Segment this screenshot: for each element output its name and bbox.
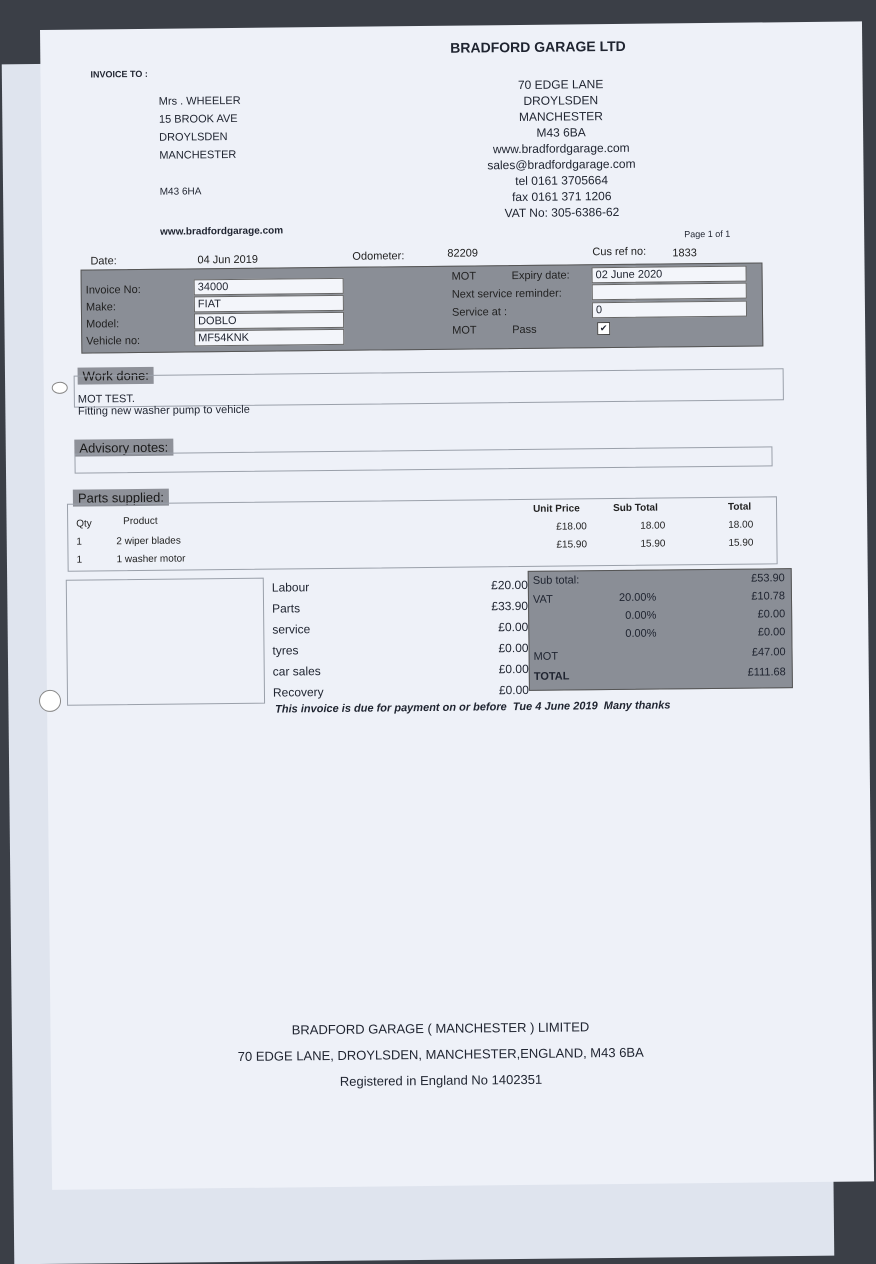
part-subtotal: 15.90 [640,538,666,550]
vehicle-no-field: MF54KNK [194,328,345,347]
rate-3: 0.00% [625,627,657,640]
customer-name: Mrs . WHEELER [158,94,241,108]
charge-label: car sales [272,664,321,679]
odometer-label: Odometer: [352,250,405,263]
mot-label: MOT [451,270,477,283]
pass-label: Pass [512,323,537,337]
charge-row: car sales £0.00 [273,659,529,683]
punch-hole [51,381,68,394]
date-value: 04 Jun 2019 [197,253,259,267]
part-product: 2 wiper blades [116,535,181,548]
part-product: 1 washer motor [116,553,186,566]
unit-price-header: Unit Price [532,503,580,515]
qty-header: Qty [76,518,92,530]
make-label: Make: [85,301,116,314]
punch-hole [38,689,62,713]
customer-line: 15 BROOK AVE [158,112,238,126]
mot-result-label: MOT [452,324,477,337]
charge-label: Parts [271,601,301,616]
total-label: TOTAL [533,670,570,683]
page-number: Page 1 of 1 [684,228,731,240]
rate-2-value: £0.00 [757,608,786,621]
expiry-field: 02 June 2020 [591,265,747,284]
work-line: Fitting new washer pump to vehicle [77,403,250,418]
invoice-no-field: 34000 [193,277,344,296]
charges-list: Labour £20.00 Parts £33.90 service £0.00 ty… [272,575,529,704]
charge-label: Recovery [272,685,324,700]
rate-3-value: £0.00 [757,626,786,639]
vat-value: £10.78 [751,590,786,603]
mot-fee-value: £47.00 [751,646,786,659]
service-at-field: 0 [591,300,748,319]
footer-registration: Registered in England No 1402351 [339,1071,543,1089]
mot-fee-label: MOT [533,650,559,663]
customer-line: DROYLSDEN [159,131,228,144]
charge-label: service [272,622,311,637]
make-field: FIAT [193,294,344,313]
vehicle-panel: Invoice No: 34000 Make: FIAT Model: DOBL… [80,262,764,354]
pass-checkbox[interactable]: ✔ [597,322,611,336]
cusref-label: Cus ref no: [592,245,647,259]
charge-row: service £0.00 [272,617,528,641]
expiry-label: Expiry date: [511,269,570,283]
total-header: Total [727,501,752,513]
charge-row: Parts £33.90 [272,596,528,620]
subtotal-header: Sub Total [612,502,658,515]
model-label: Model: [86,318,120,331]
company-email: sales@bradfordgarage.com [487,156,636,173]
invoice-to-label: INVOICE TO : [90,68,148,80]
invoice-no-label: Invoice No: [85,283,141,297]
odometer-value: 82209 [447,247,479,260]
work-done-text: MOT TEST. Fitting new washer pump to veh… [78,392,250,418]
cusref-value: 1833 [672,247,697,260]
totals-panel: Sub total: £53.90 VAT 20.00% £10.78 0.00… [527,568,793,691]
total-value: £111.68 [747,666,786,679]
charge-row: tyres £0.00 [272,638,528,662]
notes-box [65,577,266,706]
footer: BRADFORD GARAGE ( MANCHESTER ) LIMITED 7… [200,1013,681,1096]
company-vat: VAT No: 305-6386-62 [504,204,620,221]
advisory-box [74,446,773,474]
part-qty: 1 [76,554,83,566]
part-qty: 1 [76,536,82,548]
charge-value: £0.00 [498,661,529,677]
part-unit-price: £18.00 [556,521,587,533]
charge-value: £0.00 [498,640,529,656]
next-service-field [591,282,747,301]
vehicle-no-label: Vehicle no: [86,334,141,348]
model-field: DOBLO [193,311,345,330]
charge-row: Recovery £0.00 [273,680,529,704]
charge-label: tyres [272,643,299,658]
charge-label: Labour [271,580,310,595]
footer-address: 70 EDGE LANE, DROYLSDEN, MANCHESTER,ENGL… [237,1044,644,1064]
company-name: BRADFORD GARAGE LTD [450,37,626,56]
vat-label: VAT [532,593,553,606]
service-at-label: Service at : [451,306,508,319]
customer-web: www.bradfordgarage.com [160,225,284,238]
vat-rate: 20.00% [618,591,657,604]
subtotal-value: £53.90 [751,572,785,585]
charge-value: £0.00 [498,682,530,698]
date-label: Date: [90,255,117,268]
invoice-sheet: BRADFORD GARAGE LTD INVOICE TO : Mrs . W… [38,21,875,1190]
part-total: 18.00 [728,519,754,531]
part-total: 15.90 [728,537,754,549]
charge-row: Labour £20.00 [272,575,528,599]
subtotal-label: Sub total: [532,574,580,587]
parts-table: Qty Product Unit Price Sub Total Total 1… [66,496,778,572]
rate-2: 0.00% [625,609,657,622]
next-service-label: Next service reminder: [451,287,562,301]
charge-value: £20.00 [491,577,528,593]
company-address: 70 EDGE LANE DROYLSDEN MANCHESTER M43 6B… [461,76,662,222]
product-header: Product [123,515,158,528]
charge-value: £33.90 [491,598,529,614]
part-unit-price: £15.90 [556,539,588,551]
customer-address: Mrs . WHEELER 15 BROOK AVE DROYLSDEN MAN… [159,92,242,165]
charge-value: £0.00 [498,619,529,635]
part-subtotal: 18.00 [640,520,666,532]
customer-postcode: M43 6HA [159,186,202,198]
customer-line: MANCHESTER [159,148,237,162]
